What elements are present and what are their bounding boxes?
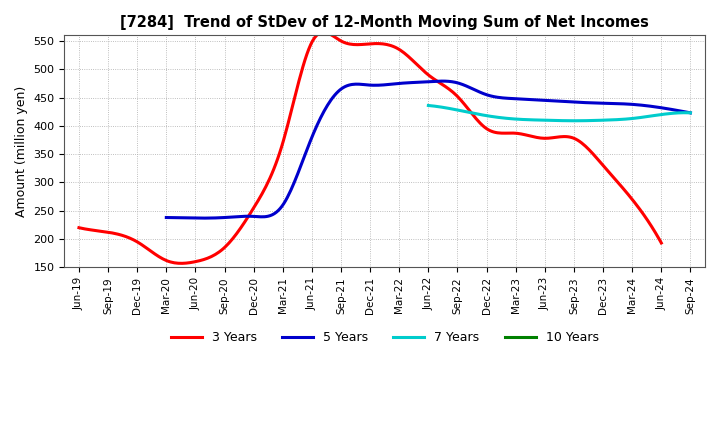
Y-axis label: Amount (million yen): Amount (million yen) bbox=[15, 86, 28, 217]
Title: [7284]  Trend of StDev of 12-Month Moving Sum of Net Incomes: [7284] Trend of StDev of 12-Month Moving… bbox=[120, 15, 649, 30]
Legend: 3 Years, 5 Years, 7 Years, 10 Years: 3 Years, 5 Years, 7 Years, 10 Years bbox=[166, 326, 604, 349]
